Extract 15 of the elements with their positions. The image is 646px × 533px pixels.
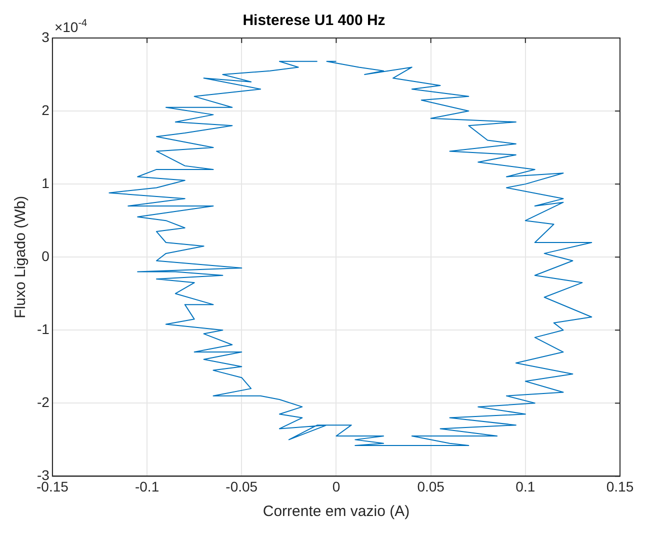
- x-tick-label: 0: [332, 478, 340, 494]
- y-tick-label: -2: [36, 394, 50, 410]
- x-tick-label: -0.1: [134, 478, 160, 494]
- y-tick-label: 3: [42, 28, 50, 45]
- x-axis-title: Corrente em vazio (A): [262, 503, 410, 520]
- y-tick-label: 2: [42, 102, 50, 118]
- y-tick-label: -1: [36, 320, 50, 337]
- y-tick-label: 0: [42, 248, 50, 264]
- x-tick-label: 0.15: [606, 478, 634, 494]
- x-tick-label: 0.05: [417, 478, 445, 494]
- y-axis-title: Fluxo Ligado (Wb): [12, 196, 30, 318]
- x-tick-label: 0.1: [516, 478, 536, 494]
- chart-title: Histerese U1 400 Hz: [242, 12, 386, 30]
- y-tick-label: 1: [42, 174, 50, 191]
- x-tick-label: -0.05: [226, 478, 258, 494]
